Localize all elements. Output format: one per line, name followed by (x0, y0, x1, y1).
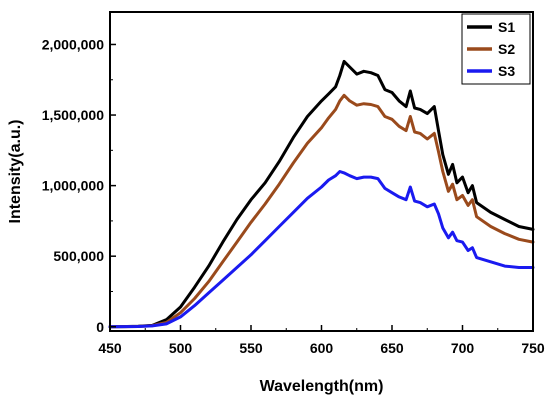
x-tick-label: 700 (451, 340, 475, 356)
x-tick-label: 750 (521, 340, 545, 356)
y-tick-label: 500,000 (53, 248, 104, 264)
series-line-s1 (108, 59, 535, 329)
y-tick-label: 0 (96, 319, 104, 335)
series-line-s2 (108, 93, 535, 329)
x-tick-label: 550 (239, 340, 263, 356)
y-tick-label: 1,000,000 (42, 178, 104, 194)
series-line-s3 (108, 170, 535, 329)
series-lines (108, 59, 535, 329)
x-tick-label: 500 (169, 340, 193, 356)
x-axis-title: Wavelength(nm) (260, 378, 384, 395)
x-tick-label: 450 (98, 340, 122, 356)
legend-label-s2: S2 (498, 41, 515, 57)
legend-label-s3: S3 (498, 63, 515, 79)
x-tick-label: 600 (310, 340, 334, 356)
axes: 450 500 550 600 650 700 750 0 500,000 1,000,000 1,… (42, 11, 545, 356)
legend: S1 S2 S3 (461, 13, 531, 85)
y-axis-title: Intensity(a.u.) (7, 119, 24, 223)
legend-label-s1: S1 (498, 19, 515, 35)
y-tick-label: 2,000,000 (42, 36, 104, 52)
y-tick-label: 1,500,000 (42, 107, 104, 123)
x-tick-label: 650 (380, 340, 404, 356)
